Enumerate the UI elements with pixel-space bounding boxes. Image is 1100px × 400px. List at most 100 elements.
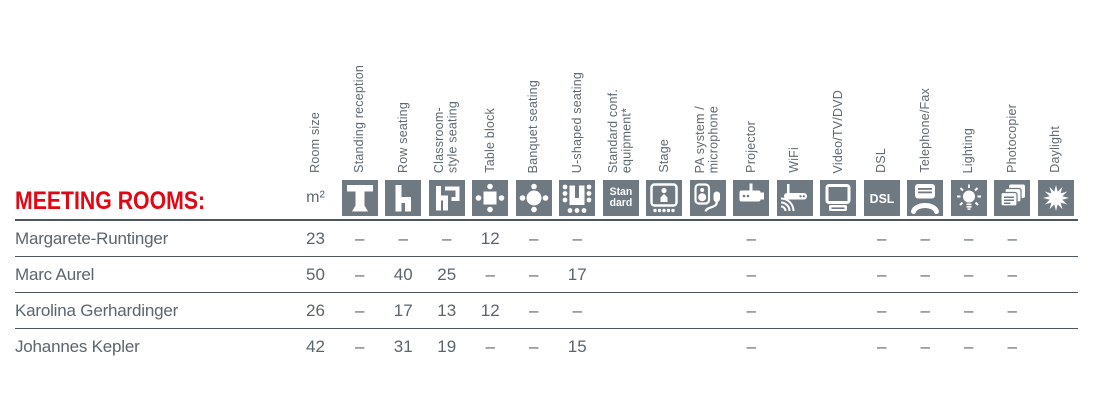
projector-icon bbox=[733, 180, 770, 216]
column-label: Standard conf. equipment* bbox=[606, 88, 634, 173]
room-size-unit: m² bbox=[306, 189, 325, 206]
table-row-johannes-kepler: Johannes Kepler 42 – 31 19 – – 15 – – – – – bbox=[15, 329, 1078, 364]
value-cell: 50 bbox=[306, 264, 325, 284]
value-cell: – bbox=[355, 228, 365, 248]
value-cell: – bbox=[746, 300, 756, 320]
value-cell: 17 bbox=[393, 300, 413, 320]
value-cell: 17 bbox=[567, 264, 587, 284]
value-cell: 26 bbox=[306, 300, 325, 320]
table-row-karolina-gerhardinger: Karolina Gerhardinger 26 – 17 13 12 – – – – – – – bbox=[15, 293, 1078, 329]
column-header-dsl: DSL DSL bbox=[860, 4, 904, 216]
value-cell: – bbox=[920, 336, 930, 356]
column-header-photocopier: Photocopier bbox=[991, 4, 1035, 216]
column-header-pa-system-microphone: PA system / microphone bbox=[686, 4, 730, 216]
column-header-banquet-seating: Banquet seating bbox=[512, 4, 556, 216]
table-block-icon bbox=[472, 180, 509, 216]
column-label: Video/TV/DVD bbox=[830, 89, 845, 173]
sun-icon bbox=[1037, 180, 1074, 216]
column-label: Classroom- style seating bbox=[432, 100, 460, 173]
column-header-daylight: Daylight bbox=[1034, 4, 1078, 216]
photocopier-icon bbox=[994, 180, 1031, 216]
room-name-cell: Karolina Gerhardinger bbox=[15, 300, 179, 320]
column-label: U-shaped seating bbox=[569, 71, 584, 173]
value-cell: – bbox=[1007, 300, 1017, 320]
column-label: Banquet seating bbox=[526, 79, 540, 173]
tv-monitor-icon bbox=[820, 180, 857, 216]
column-label: PA system / microphone bbox=[693, 105, 721, 173]
table-row-margarete-runtinger: Margarete-Runtinger 23 – – – 12 – – – – – – – bbox=[15, 221, 1078, 257]
value-cell: – bbox=[877, 264, 887, 284]
value-cell: 40 bbox=[393, 264, 413, 284]
stage-icon bbox=[646, 180, 683, 216]
value-cell: – bbox=[355, 264, 365, 284]
value-cell: – bbox=[746, 264, 756, 284]
table-row-marc-aurel: Marc Aurel 50 – 40 25 – – 17 – – – – – bbox=[15, 257, 1078, 293]
chair-icon bbox=[385, 180, 422, 216]
dsl-badge-icon: DSL bbox=[863, 180, 900, 216]
page-title: MEETING ROOMS: bbox=[15, 187, 206, 215]
value-cell: 23 bbox=[306, 228, 325, 248]
value-cell: – bbox=[1007, 228, 1017, 248]
value-cell: 13 bbox=[437, 300, 457, 320]
column-header-row-seating: Row seating bbox=[382, 4, 426, 216]
value-cell: – bbox=[920, 300, 930, 320]
value-cell: – bbox=[529, 336, 539, 356]
value-cell: – bbox=[529, 300, 539, 320]
value-cell: – bbox=[920, 228, 930, 248]
value-cell: – bbox=[964, 300, 974, 320]
table-body: Margarete-Runtinger 23 – – – 12 – – – – – – – Marc Au… bbox=[15, 221, 1078, 364]
value-cell: – bbox=[964, 228, 974, 248]
column-label: Standing reception bbox=[352, 65, 366, 173]
value-cell: – bbox=[485, 264, 495, 284]
chair-desk-icon bbox=[428, 180, 465, 216]
value-cell: – bbox=[572, 228, 582, 248]
column-label: Telephone/Fax bbox=[917, 88, 932, 173]
column-header-wifi: WiFi bbox=[773, 4, 817, 216]
room-name-cell: Margarete-Runtinger bbox=[15, 228, 169, 248]
u-shape-seating-icon bbox=[559, 180, 596, 216]
value-cell: – bbox=[964, 336, 974, 356]
value-cell: – bbox=[877, 300, 887, 320]
room-name-cell: Johannes Kepler bbox=[15, 336, 140, 356]
value-cell: – bbox=[1007, 336, 1017, 356]
column-label: Photocopier bbox=[1004, 104, 1019, 173]
value-cell: – bbox=[746, 336, 756, 356]
column-header-projector: Projector bbox=[730, 4, 774, 216]
value-cell: – bbox=[398, 228, 408, 248]
value-cell: – bbox=[877, 228, 887, 248]
column-label: Table block bbox=[482, 108, 497, 173]
standard-badge-icon: Stan dard bbox=[602, 180, 639, 216]
value-cell: – bbox=[529, 228, 539, 248]
value-cell: – bbox=[1007, 264, 1017, 284]
column-header-standing-reception: Standing reception bbox=[338, 4, 382, 216]
value-cell: 25 bbox=[437, 264, 457, 284]
value-cell: – bbox=[877, 336, 887, 356]
column-label: DSL bbox=[874, 148, 888, 173]
value-cell: – bbox=[920, 264, 930, 284]
lighting-bulb-icon bbox=[950, 180, 987, 216]
column-label: Lighting bbox=[961, 127, 975, 173]
column-label: Room size bbox=[307, 112, 322, 173]
column-label: Row seating bbox=[395, 102, 410, 173]
column-header-stage: Stage bbox=[643, 4, 687, 216]
pa-microphone-icon bbox=[689, 180, 726, 216]
value-cell: 12 bbox=[480, 228, 500, 248]
room-name-cell: Marc Aurel bbox=[15, 264, 95, 284]
column-header-video-tv-dvd: Video/TV/DVD bbox=[817, 4, 861, 216]
value-cell: – bbox=[485, 336, 495, 356]
telephone-fax-icon bbox=[907, 180, 944, 216]
table-header-row: MEETING ROOMS: Room size m² Standing recep… bbox=[15, 4, 1078, 221]
value-cell: 42 bbox=[306, 336, 325, 356]
column-label: WiFi bbox=[787, 147, 801, 173]
value-cell: 12 bbox=[480, 300, 500, 320]
value-cell: 31 bbox=[393, 336, 413, 356]
column-label: Daylight bbox=[1048, 126, 1062, 173]
value-cell: – bbox=[529, 264, 539, 284]
value-cell: 15 bbox=[567, 336, 587, 356]
icon-text: DSL bbox=[869, 190, 895, 206]
column-header-u-shaped-seating: U-shaped seating bbox=[556, 4, 600, 216]
column-header-classroom-style-seating: Classroom- style seating bbox=[425, 4, 469, 216]
column-header-lighting: Lighting bbox=[947, 4, 991, 216]
icon-text: Stan dard bbox=[609, 186, 633, 209]
column-label: Stage bbox=[656, 139, 671, 173]
